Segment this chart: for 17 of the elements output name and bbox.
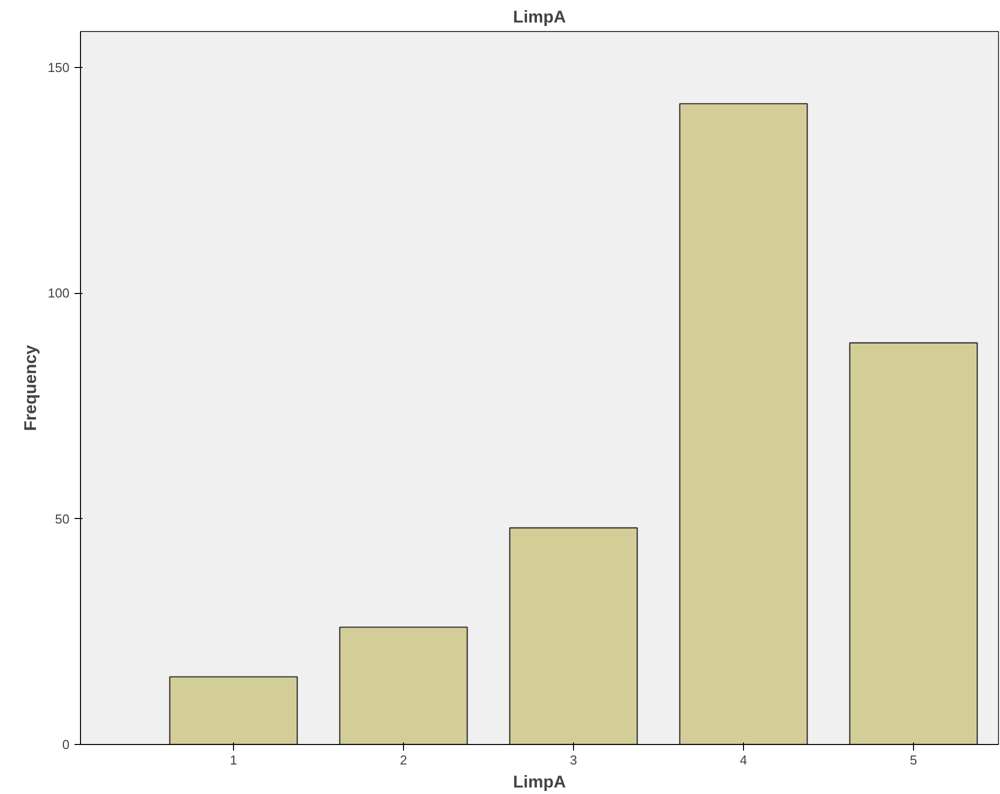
bar — [169, 676, 298, 744]
bar — [849, 342, 978, 744]
x-tick-label: 1 — [230, 752, 238, 768]
y-tick-label: 0 — [62, 737, 70, 752]
chart-title: LimpA — [513, 8, 566, 26]
x-tick-label: 4 — [740, 752, 748, 768]
x-tick-label: 2 — [400, 752, 408, 768]
bar — [509, 527, 638, 744]
y-tick-label: 100 — [48, 286, 70, 301]
bar — [679, 103, 808, 744]
y-axis-title: Frequency — [20, 344, 40, 431]
x-tick-label: 3 — [570, 752, 578, 768]
x-tick-label: 5 — [910, 752, 918, 768]
y-tick-label: 150 — [48, 60, 70, 76]
bar — [339, 626, 468, 744]
x-axis-title: LimpA — [513, 772, 566, 792]
y-tick-label: 50 — [55, 511, 70, 526]
